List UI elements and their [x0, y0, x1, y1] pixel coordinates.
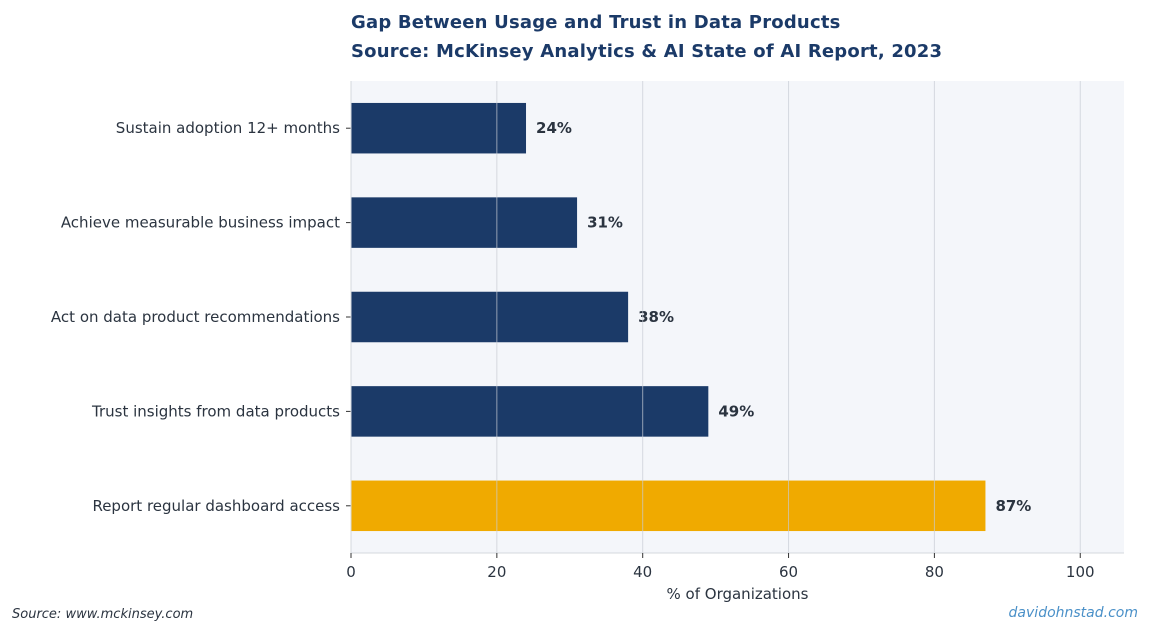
bar	[351, 197, 578, 248]
bar	[351, 291, 629, 343]
data-label: 87%	[995, 497, 1031, 515]
source-note: Source: www.mckinsey.com	[12, 607, 194, 622]
chart-title: Gap Between Usage and Trust in Data Prod…	[351, 12, 841, 33]
x-tick-label: 80	[925, 563, 944, 581]
y-tick-label: Trust insights from data products	[91, 402, 340, 420]
data-label: 24%	[536, 119, 572, 137]
y-tick-label: Achieve measurable business impact	[61, 214, 340, 232]
chart-subtitle: Source: McKinsey Analytics & AI State of…	[351, 41, 943, 62]
bar	[351, 480, 986, 532]
y-tick-label: Sustain adoption 12+ months	[116, 119, 340, 137]
data-label: 38%	[638, 308, 674, 326]
bar	[351, 102, 527, 154]
x-tick-label: 20	[487, 563, 506, 581]
data-label: 31%	[587, 214, 623, 232]
bar	[351, 386, 709, 437]
y-tick-label: Report regular dashboard access	[92, 497, 340, 515]
x-tick-label: 0	[346, 563, 356, 581]
data-label: 49%	[718, 402, 754, 420]
x-axis-label: % of Organizations	[667, 585, 809, 603]
y-tick-label: Act on data product recommendations	[51, 308, 340, 326]
x-tick-label: 60	[779, 563, 798, 581]
x-tick-label: 100	[1066, 563, 1095, 581]
credit-link[interactable]: davidohnstad.com	[1008, 605, 1138, 621]
x-tick-label: 40	[633, 563, 652, 581]
